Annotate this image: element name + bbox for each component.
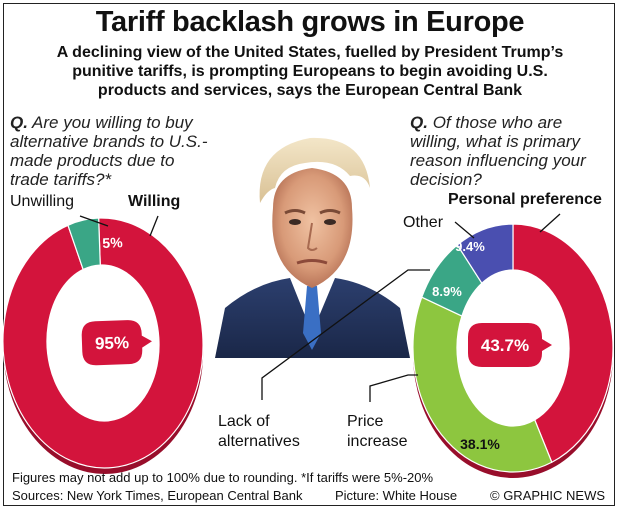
right-question-text: Of those who are willing, what is primar…	[410, 113, 586, 189]
price-leader	[369, 374, 418, 402]
left-question-text: Are you willing to buy alternative brand…	[10, 113, 208, 189]
label-lack-line2: alternatives	[218, 433, 300, 450]
willing-leader	[149, 215, 159, 237]
footer-note: Figures may not add up to 100% due to ro…	[12, 470, 434, 485]
left-donut-chart: 95% 5%	[2, 217, 204, 474]
lack-leader	[261, 269, 430, 400]
label-price-line1: Price	[347, 413, 384, 430]
right-question-prefix: Q.	[410, 113, 428, 132]
label-personal-preference: Personal preference	[448, 191, 602, 208]
value-badge	[468, 323, 552, 367]
label-other: Other	[403, 214, 444, 231]
other-leader	[454, 221, 475, 239]
label-price-increase: Price increase	[347, 412, 407, 452]
data-label-price-increase: 38.1%	[460, 436, 500, 452]
label-willing: Willing	[128, 193, 181, 210]
label-unwilling: Unwilling	[10, 193, 75, 210]
label-price-line2: increase	[347, 433, 408, 450]
data-label-lack-of-alternatives: 8.9%	[432, 284, 462, 299]
right-question: Q. Of those who are willing, what is pri…	[410, 113, 610, 189]
data-label-willing: 95%	[95, 333, 130, 353]
chart-subtitle: A declining view of the United States, f…	[56, 44, 564, 99]
data-label-other: 9.4%	[455, 239, 485, 254]
left-question-prefix: Q.	[10, 113, 28, 132]
unwilling-leader	[79, 215, 109, 227]
portrait-illustration	[215, 137, 410, 358]
footer-picture-credit: Picture: White House	[335, 488, 458, 503]
graphic-frame	[3, 3, 615, 506]
footer-sources: Sources: New York Times, European Centra…	[12, 488, 303, 503]
data-label-unwilling: 5%	[102, 234, 123, 251]
label-lack-of-alternatives: Lack of alternatives	[218, 412, 300, 452]
personal-leader	[539, 213, 561, 233]
right-donut-chart: 43.7% 38.1% 8.9% 9.4%	[412, 223, 614, 478]
chart-title: Tariff backlash grows in Europe	[95, 6, 525, 38]
footer-graphic-credit: © GRAPHIC NEWS	[490, 488, 606, 503]
callout-lines	[79, 213, 561, 402]
value-badge	[81, 320, 152, 366]
label-lack-line1: Lack of	[218, 413, 270, 430]
data-label-personal-preference: 43.7%	[481, 336, 529, 355]
left-question: Q. Are you willing to buy alternative br…	[10, 113, 210, 189]
